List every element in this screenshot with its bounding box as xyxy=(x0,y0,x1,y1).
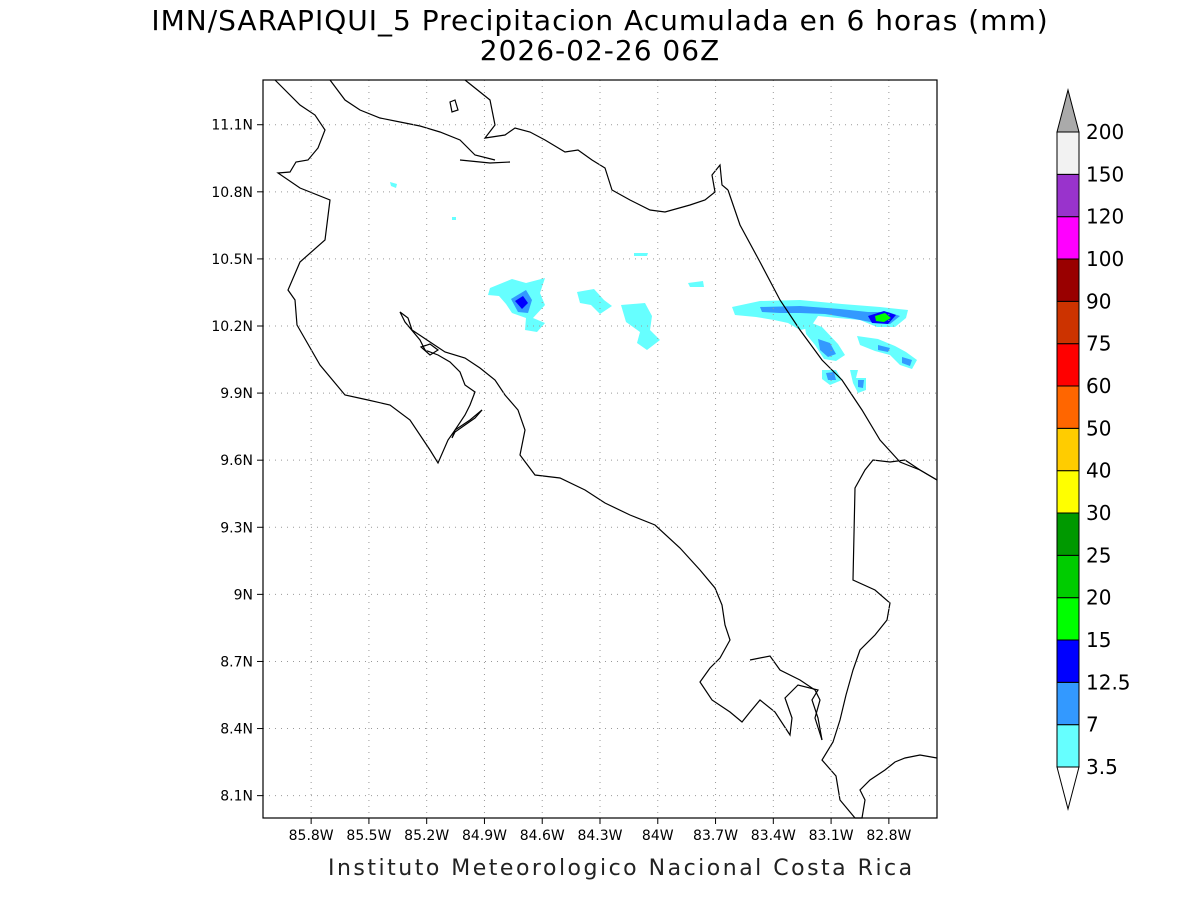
lat-tick-label: 8.7N xyxy=(220,654,253,670)
colorbar-label: 75 xyxy=(1086,332,1111,356)
precip-area-7 xyxy=(878,345,890,352)
lon-tick-label: 83.7W xyxy=(693,828,738,844)
precip-area-7 xyxy=(818,339,836,357)
colorbar-swatch xyxy=(1056,554,1080,599)
colorbar-max-arrow xyxy=(1056,88,1080,133)
precip-area-3.5 xyxy=(621,303,660,350)
colorbar-swatch xyxy=(1056,427,1080,472)
colorbar-swatch xyxy=(1056,639,1080,683)
footer-credit: Instituto Meteorologico Nacional Costa R… xyxy=(328,856,915,881)
colorbar-label: 30 xyxy=(1086,501,1111,525)
map-timestamp: 2026-02-26 06Z xyxy=(479,34,721,67)
lon-tick-label: 84.3W xyxy=(577,828,622,844)
precip-area-3.5 xyxy=(577,289,612,314)
coastline-layer xyxy=(274,79,938,819)
lat-tick-label: 8.4N xyxy=(220,722,253,738)
colorbar-legend: 3.5 7 12.5 15 20 25 30 40 50 60 75 90 100 120 150 200 xyxy=(1056,88,1131,811)
colorbar-swatch xyxy=(1056,724,1080,768)
lon-tick-label: 84.6W xyxy=(520,828,565,844)
lon-tick-label: 83.1W xyxy=(809,828,854,844)
colorbar-label: 40 xyxy=(1086,459,1111,483)
precip-area-7 xyxy=(760,306,900,324)
longitude-axis: 85.8W 85.5W 85.2W 84.9W 84.6W 84.3W 84W 83.7W 83… xyxy=(289,818,912,844)
island xyxy=(449,99,459,113)
colorbar-swatch xyxy=(1056,131,1080,175)
lon-tick-label: 84W xyxy=(642,828,674,844)
colorbar-swatch xyxy=(1056,681,1080,726)
precip-area-3.5 xyxy=(452,217,456,220)
colorbar-swatch xyxy=(1056,258,1080,302)
precip-area-3.5 xyxy=(804,320,845,361)
colorbar-swatch xyxy=(1056,216,1080,260)
graticule xyxy=(263,80,937,818)
lat-tick-label: 10.2N xyxy=(211,319,253,335)
lon-tick-label: 85.2W xyxy=(404,828,449,844)
lat-tick-label: 10.5N xyxy=(211,252,253,268)
precip-area-3.5 xyxy=(634,253,648,256)
lon-tick-label: 84.9W xyxy=(462,828,507,844)
colorbar-label: 50 xyxy=(1086,416,1111,440)
colorbar-swatch xyxy=(1056,343,1080,387)
panama-border xyxy=(821,459,938,819)
colorbar-label: 7 xyxy=(1086,713,1099,737)
colorbar-label: 60 xyxy=(1086,374,1111,398)
osa-peninsula xyxy=(749,655,823,741)
colorbar-label: 120 xyxy=(1086,205,1124,229)
precip-area-7 xyxy=(902,357,912,366)
lat-tick-label: 9.6N xyxy=(220,453,253,469)
precip-area-7 xyxy=(858,380,864,388)
lon-tick-label: 85.8W xyxy=(289,828,334,844)
colorbar-swatch xyxy=(1056,597,1080,641)
colorbar-label: 12.5 xyxy=(1086,670,1131,694)
colorbar-label: 25 xyxy=(1086,543,1111,567)
lat-tick-label: 9N xyxy=(234,587,253,603)
lat-tick-label: 8.1N xyxy=(220,789,253,805)
colorbar-swatch xyxy=(1056,512,1080,556)
map-frame xyxy=(262,79,938,819)
latitude-axis: 11.1N 10.8N 10.5N 10.2N 9.9N 9.6N 9.3N 9N 8.7N 8.… xyxy=(211,118,263,805)
precip-area-3.5 xyxy=(390,182,397,188)
precipitation-layer xyxy=(390,182,917,393)
colorbar-swatch xyxy=(1056,300,1080,345)
pacific-coast xyxy=(399,311,823,741)
caribbean-coast-north xyxy=(464,79,729,213)
lat-tick-label: 11.1N xyxy=(211,118,253,134)
lon-tick-label: 82.8W xyxy=(866,828,911,844)
precip-area-7 xyxy=(826,372,836,380)
costa-rica-border-north xyxy=(459,159,511,164)
lon-tick-label: 83.4W xyxy=(751,828,796,844)
precip-area-20 xyxy=(875,313,891,322)
colorbar-label: 100 xyxy=(1086,247,1124,271)
colorbar-swatch xyxy=(1056,385,1080,429)
colorbar-label: 150 xyxy=(1086,162,1124,186)
colorbar-swatch xyxy=(1056,173,1080,218)
colorbar-swatch xyxy=(1056,470,1080,514)
colorbar-label: 90 xyxy=(1086,289,1111,313)
nicaragua-border xyxy=(274,79,483,465)
lake-shore xyxy=(329,79,496,161)
lat-tick-label: 9.9N xyxy=(220,386,253,402)
lon-tick-label: 85.5W xyxy=(346,828,391,844)
lat-tick-label: 9.3N xyxy=(220,520,253,536)
colorbar-min-arrow xyxy=(1056,766,1080,811)
pacific-coast-south xyxy=(855,754,938,819)
caribbean-coast xyxy=(727,189,938,481)
colorbar-label: 15 xyxy=(1086,628,1111,652)
precip-area-3.5 xyxy=(688,281,704,287)
colorbar-label: 20 xyxy=(1086,586,1111,610)
precip-area-12.5 xyxy=(515,296,528,309)
colorbar-label: 200 xyxy=(1086,120,1124,144)
colorbar-label: 3.5 xyxy=(1086,755,1118,779)
map-title: IMN/SARAPIQUI_5 Precipitacion Acumulada … xyxy=(151,4,1049,37)
lat-tick-label: 10.8N xyxy=(211,185,253,201)
